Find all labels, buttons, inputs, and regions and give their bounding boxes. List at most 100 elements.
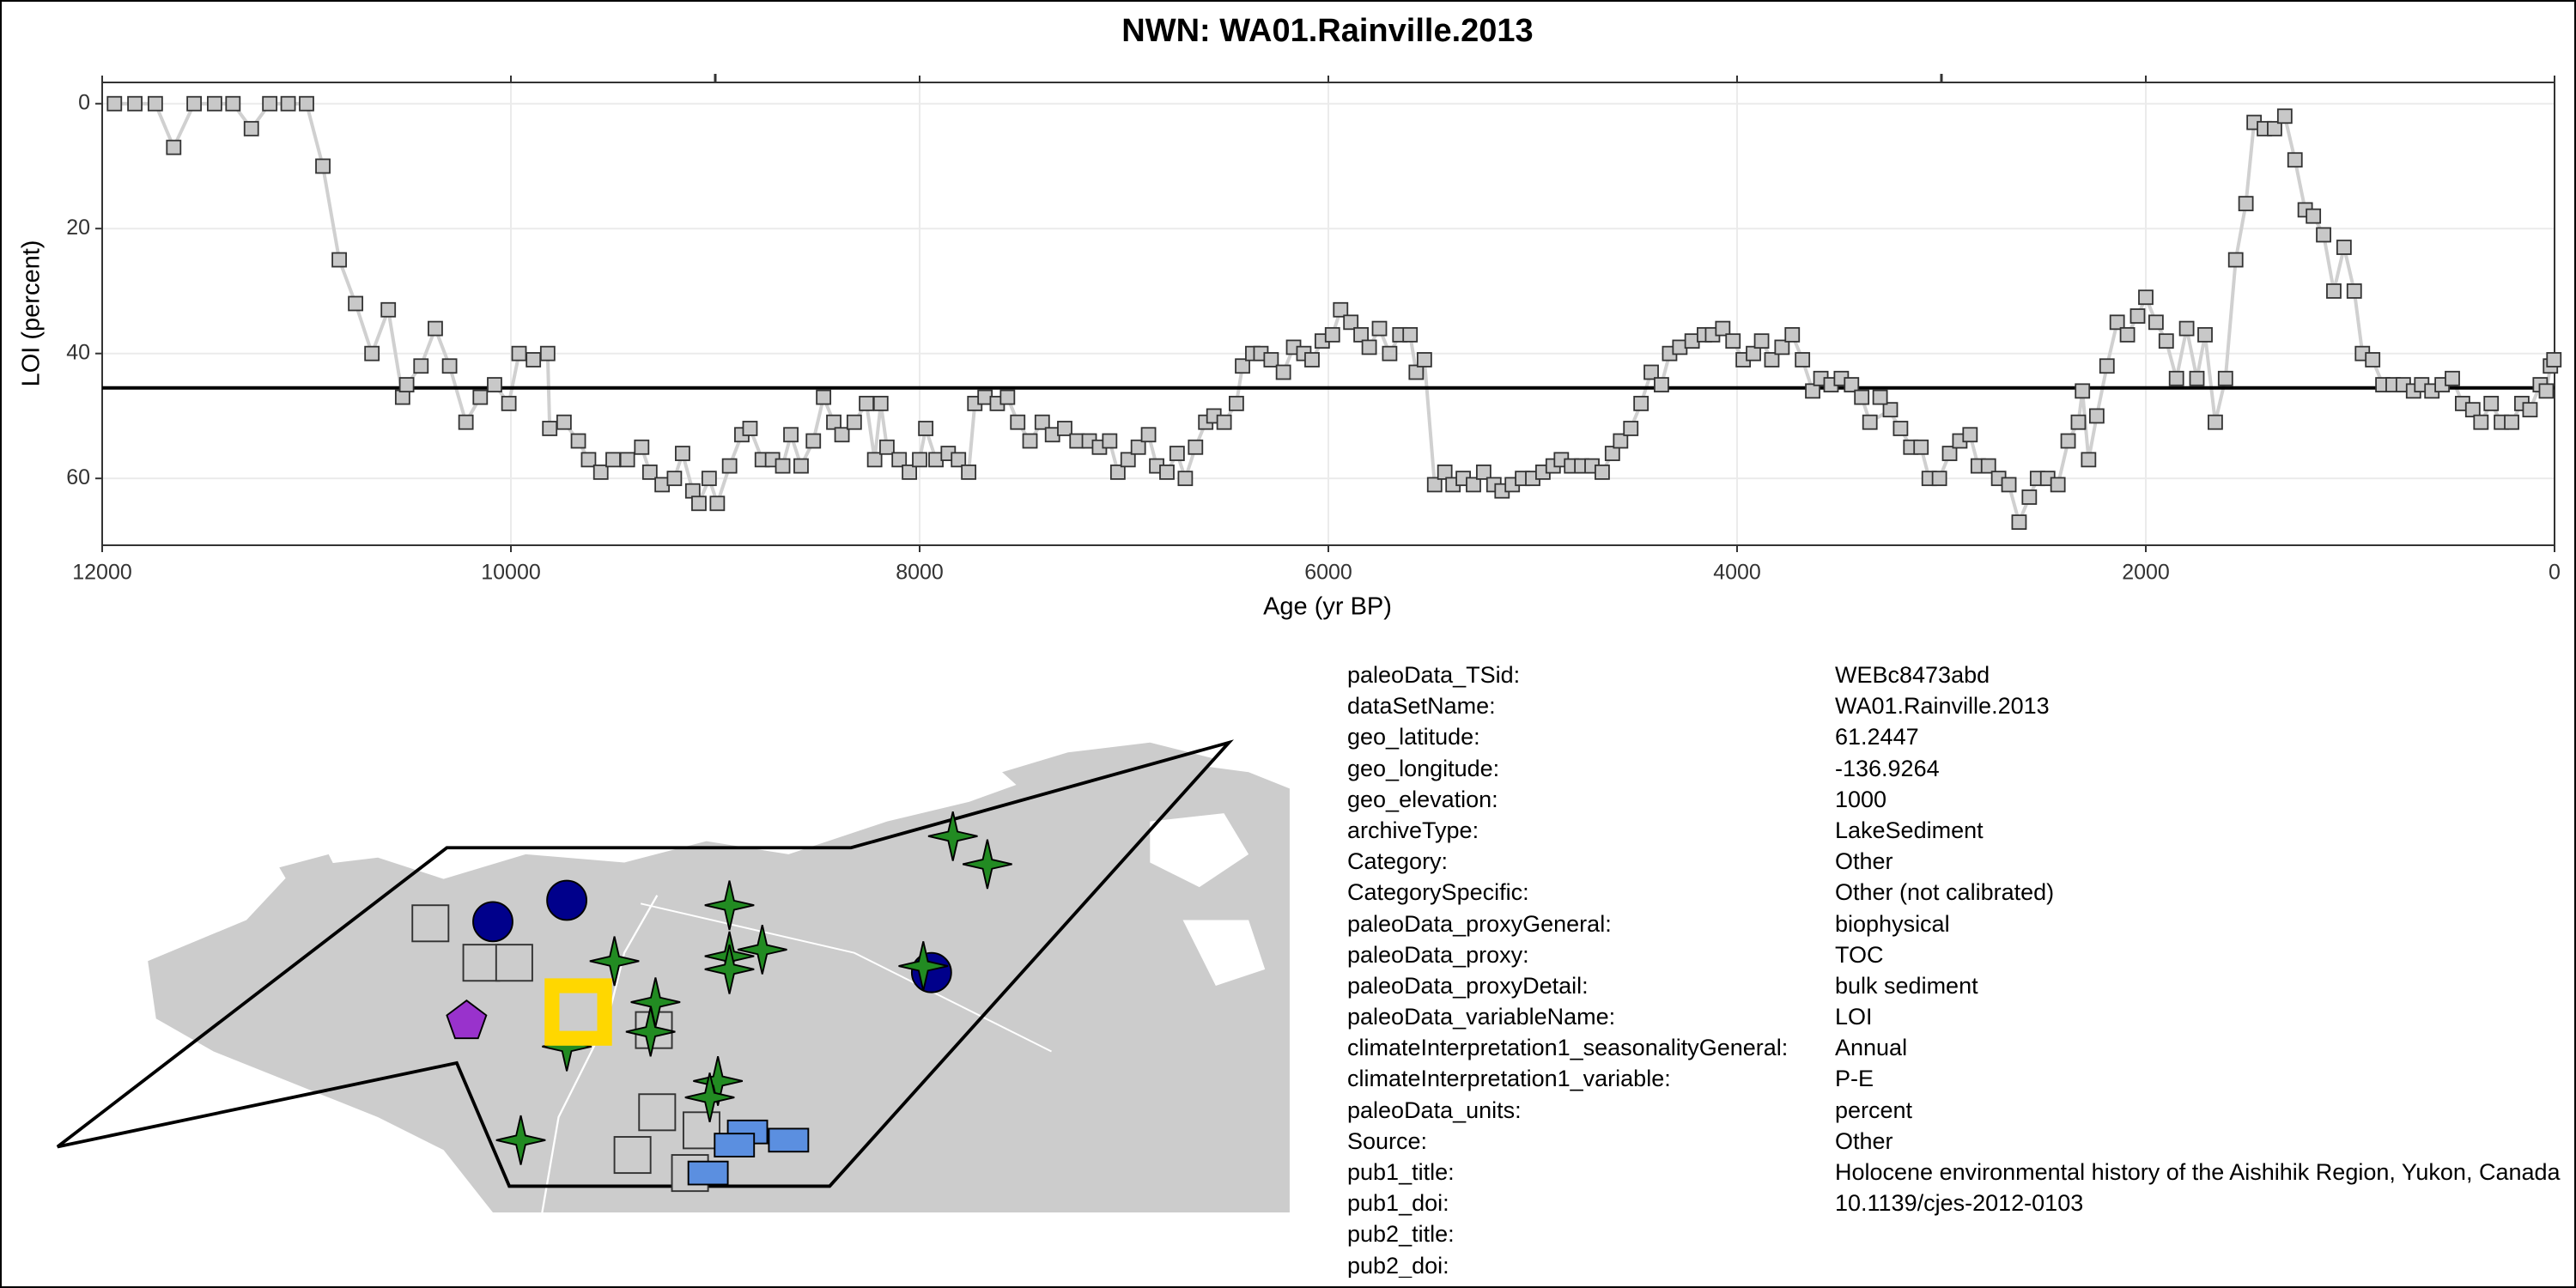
data-point bbox=[826, 414, 841, 430]
metadata-key: CategorySpecific: bbox=[1347, 879, 1529, 906]
metadata-row: dataSetName: WA01.Rainville.2013 bbox=[1347, 690, 2576, 721]
data-point bbox=[206, 95, 222, 112]
data-point bbox=[2326, 283, 2342, 299]
data-point bbox=[1169, 446, 1185, 461]
y-tick-label: 0 bbox=[78, 90, 90, 114]
data-point bbox=[775, 458, 791, 474]
site-square bbox=[495, 944, 533, 982]
metadata-key: dataSetName: bbox=[1347, 693, 1496, 720]
data-point bbox=[1353, 326, 1369, 343]
metadata-key: archiveType: bbox=[1347, 817, 1479, 843]
metadata-key: Source: bbox=[1347, 1127, 1428, 1154]
data-point bbox=[793, 458, 809, 474]
data-point bbox=[348, 295, 364, 312]
data-point bbox=[592, 464, 609, 480]
metadata-key: paleoData_units: bbox=[1347, 1097, 1522, 1123]
data-point bbox=[2208, 414, 2223, 430]
metadata-value: WA01.Rainville.2013 bbox=[1835, 693, 2050, 720]
data-point bbox=[542, 421, 558, 436]
metadata-key: pub2_doi: bbox=[1347, 1252, 1449, 1278]
data-point bbox=[1130, 439, 1146, 455]
metadata-row: pub2_doi: bbox=[1347, 1250, 2576, 1278]
border bbox=[640, 902, 1052, 1053]
data-point bbox=[1980, 458, 1996, 474]
data-point bbox=[2168, 370, 2184, 386]
metadata-value: percent bbox=[1835, 1097, 1913, 1123]
data-point bbox=[262, 95, 278, 112]
data-point bbox=[816, 389, 832, 405]
water bbox=[1150, 813, 1249, 888]
data-point bbox=[691, 495, 707, 512]
data-point bbox=[458, 414, 474, 430]
data-point bbox=[501, 395, 517, 411]
data-point bbox=[1466, 477, 1481, 493]
data-point bbox=[2099, 358, 2115, 374]
site-star bbox=[625, 1006, 676, 1057]
data-point bbox=[912, 452, 927, 468]
metadata-row: geo_longitude: -136.9264 bbox=[1347, 753, 2576, 784]
data-point bbox=[106, 95, 123, 112]
metadata-value: LOI bbox=[1835, 1004, 1873, 1030]
data-point bbox=[299, 95, 314, 112]
metadata-value: 10.1139/cjes-2012-0103 bbox=[1835, 1190, 2084, 1217]
data-point bbox=[961, 464, 977, 480]
metadata-row: Category: Other bbox=[1347, 846, 2576, 877]
data-point bbox=[805, 433, 822, 449]
data-point bbox=[605, 452, 621, 468]
data-point bbox=[666, 471, 683, 487]
data-point bbox=[147, 95, 163, 112]
data-point bbox=[2011, 514, 2027, 530]
metadata-row: archiveType: LakeSediment bbox=[1347, 815, 2576, 846]
data-point bbox=[511, 345, 527, 361]
data-point bbox=[166, 139, 182, 155]
metadata-key: paleoData_proxyGeneral: bbox=[1347, 910, 1612, 937]
x-tick-label: 4000 bbox=[1713, 561, 1761, 585]
data-point bbox=[2189, 370, 2205, 386]
data-point bbox=[186, 95, 203, 112]
data-point bbox=[526, 352, 542, 368]
data-point bbox=[2148, 314, 2164, 331]
data-point bbox=[2227, 252, 2244, 268]
site-circle bbox=[546, 879, 588, 921]
data-point bbox=[1962, 427, 1978, 443]
metadata-value: 1000 bbox=[1835, 786, 1887, 812]
site-pentagon bbox=[446, 999, 488, 1040]
metadata-value: Other (not calibrated) bbox=[1835, 879, 2055, 906]
data-point bbox=[2178, 320, 2195, 337]
metadata-table: paleoData_TSid: WEBc8473abd dataSetName: WA… bbox=[1347, 659, 2576, 1278]
site-star bbox=[737, 924, 787, 975]
metadata-value: WEBc8473abd bbox=[1835, 662, 1990, 688]
data-point bbox=[315, 158, 331, 174]
metadata-row: paleoData_proxyGeneral: biophysical bbox=[1347, 908, 2576, 939]
selected-site bbox=[544, 978, 612, 1046]
metadata-row: Source: Other bbox=[1347, 1126, 2576, 1157]
data-point bbox=[1216, 414, 1232, 430]
metadata-row: pub1_title: Holocene environmental histor… bbox=[1347, 1157, 2576, 1188]
metadata-key: pub2_title: bbox=[1347, 1221, 1455, 1248]
metadata-key: paleoData_TSid: bbox=[1347, 662, 1521, 688]
data-point bbox=[1784, 326, 1801, 343]
data-point bbox=[2546, 352, 2562, 368]
data-point bbox=[1120, 452, 1136, 468]
data-point bbox=[1893, 421, 1909, 436]
data-point bbox=[902, 464, 917, 480]
data-point bbox=[675, 446, 690, 461]
data-point bbox=[1034, 414, 1050, 430]
x-tick-label: 6000 bbox=[1304, 561, 1352, 585]
data-point bbox=[684, 483, 701, 499]
metadata-row: pub2_title: bbox=[1347, 1218, 2576, 1249]
data-point bbox=[1844, 377, 1860, 392]
data-point bbox=[556, 414, 572, 430]
metadata-row: CategorySpecific: Other (not calibrated) bbox=[1347, 877, 2576, 908]
data-point bbox=[2088, 408, 2105, 424]
metadata-key: geo_longitude: bbox=[1347, 755, 1500, 781]
site-rect bbox=[768, 1127, 810, 1153]
data-point bbox=[2050, 477, 2066, 493]
y-tick-label: 40 bbox=[66, 340, 90, 364]
data-point bbox=[846, 414, 862, 430]
data-point bbox=[570, 433, 586, 449]
data-point bbox=[1854, 389, 1870, 405]
data-point bbox=[918, 421, 934, 436]
data-point bbox=[1057, 421, 1072, 436]
